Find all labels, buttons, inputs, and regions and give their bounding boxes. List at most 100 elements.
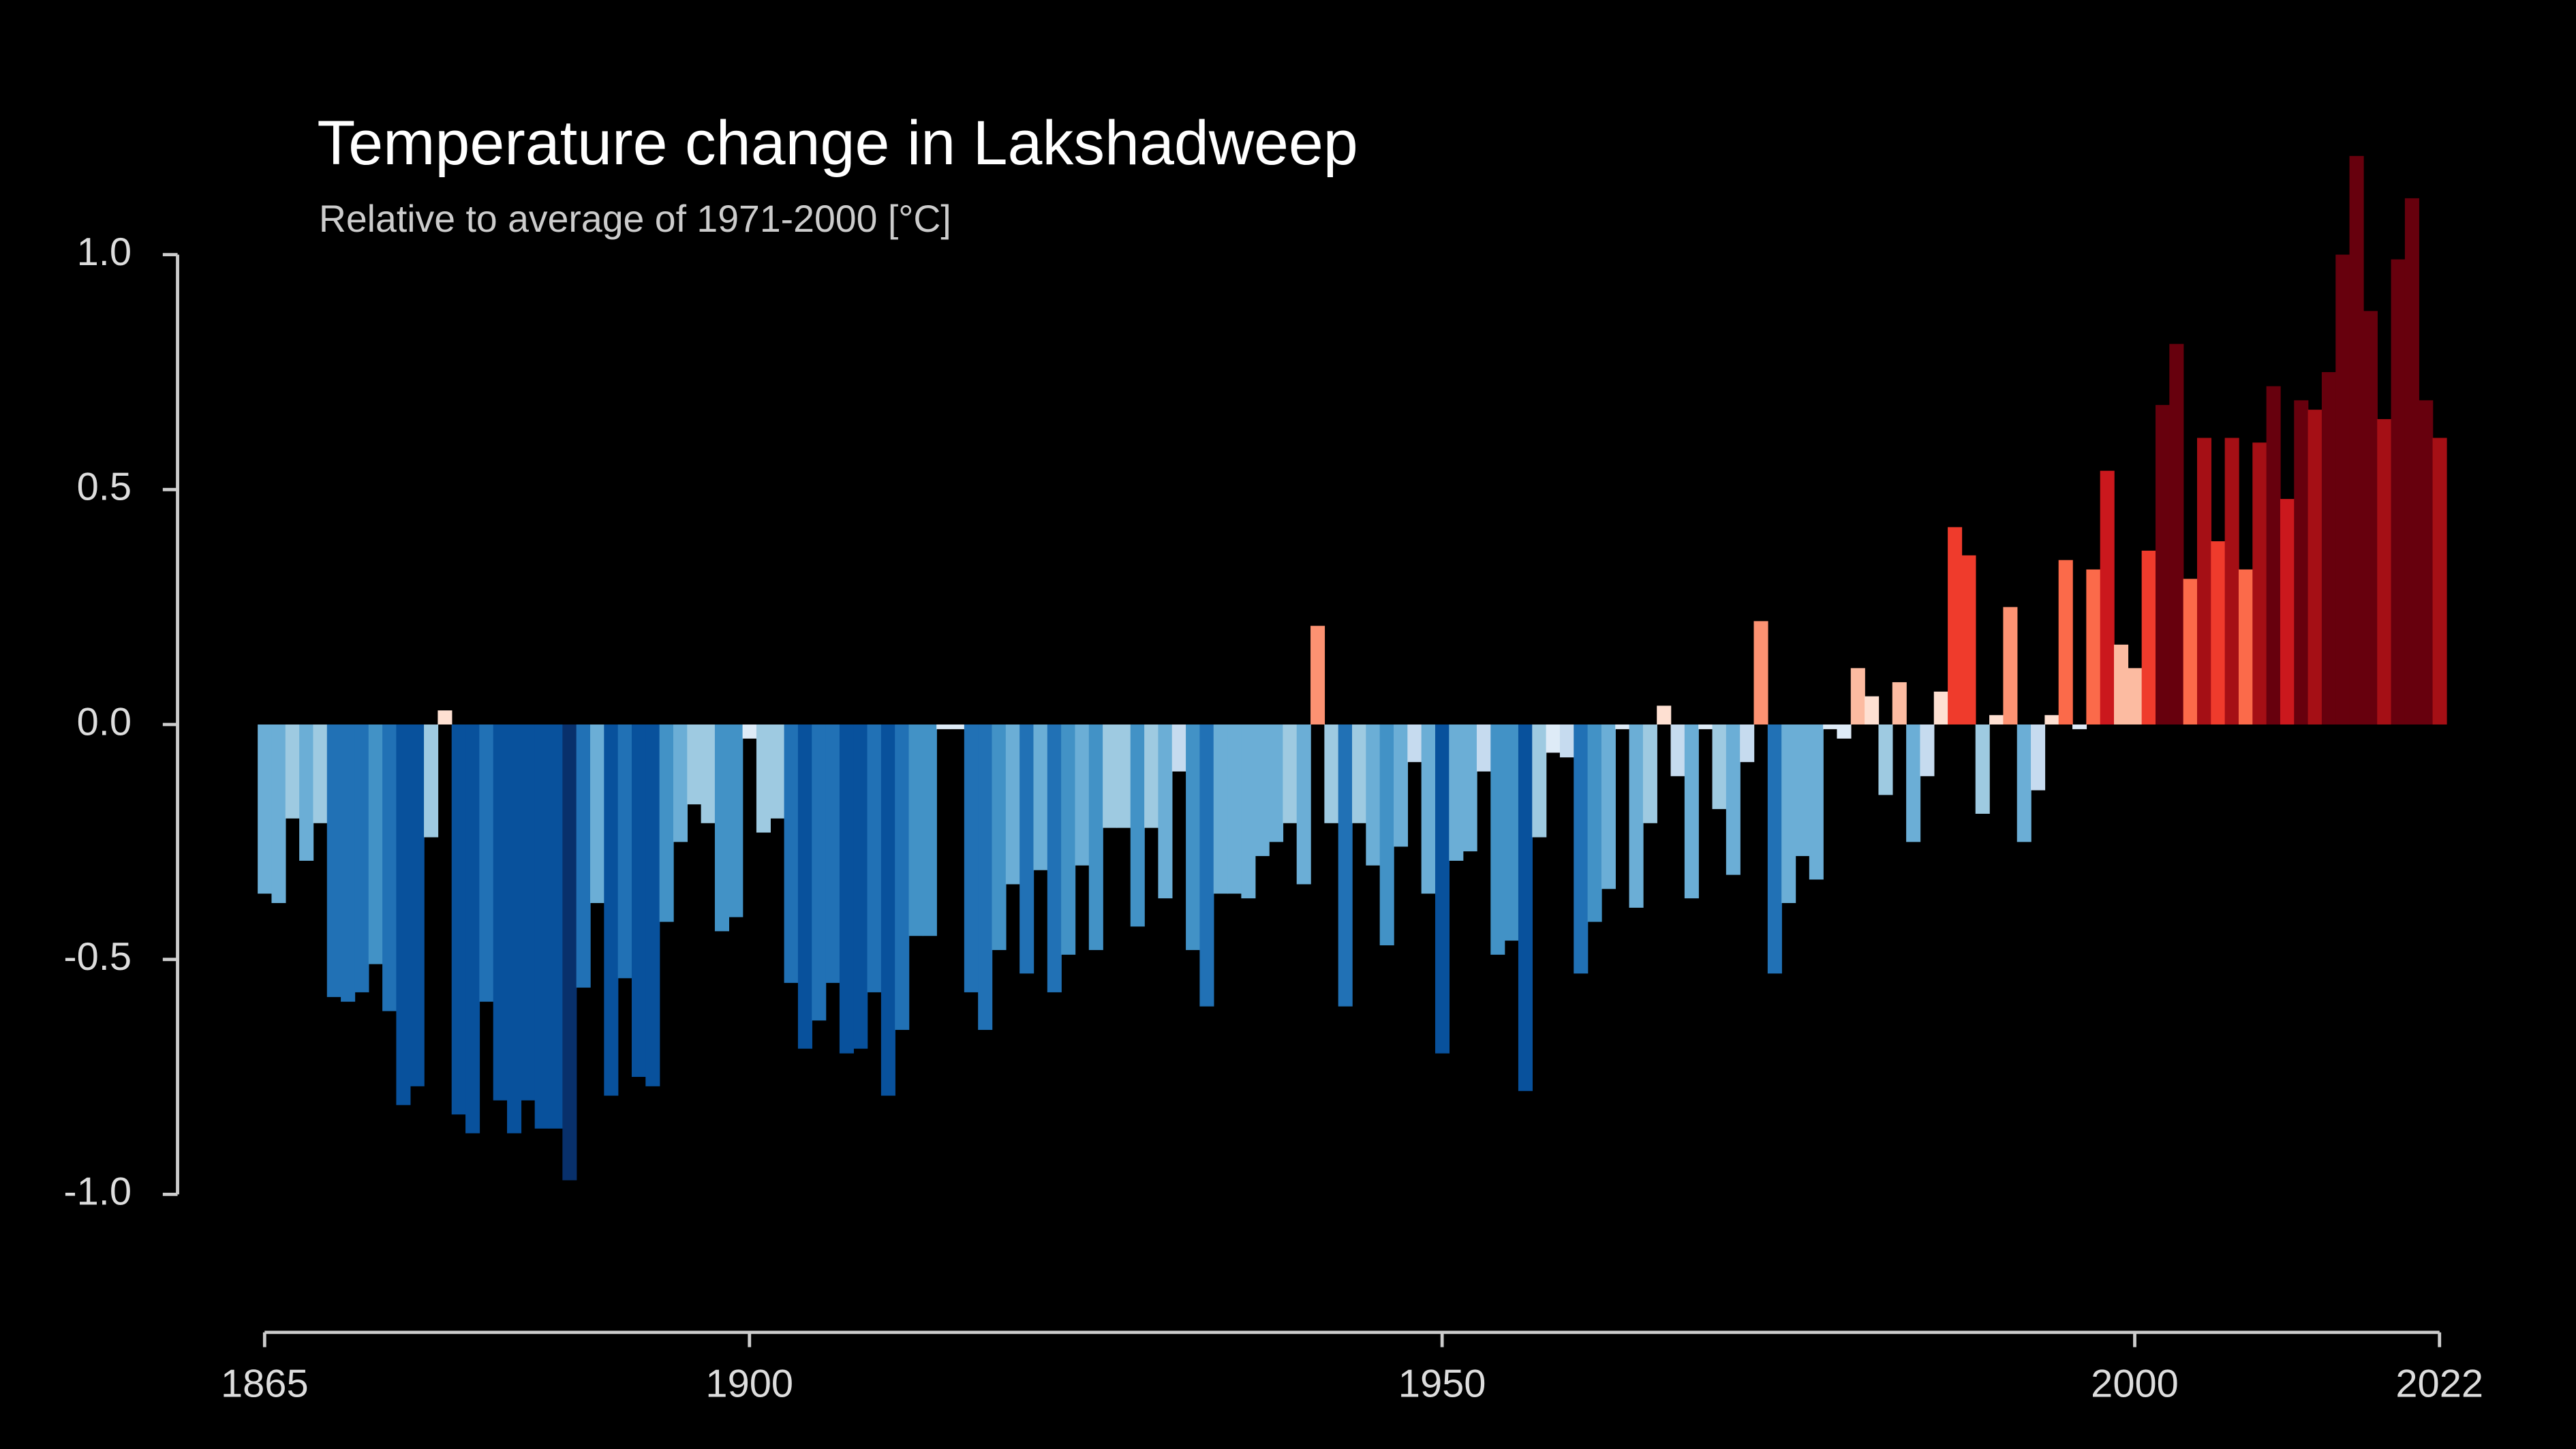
bar xyxy=(493,724,508,1101)
bar xyxy=(2432,438,2447,724)
bar xyxy=(1033,724,1048,870)
bar xyxy=(451,724,466,1115)
bar xyxy=(562,724,577,1180)
bar xyxy=(1615,724,1630,729)
bar xyxy=(2377,418,2392,724)
bar xyxy=(1587,724,1602,922)
bar xyxy=(604,724,619,1096)
bar xyxy=(701,724,716,823)
x-tick-label: 2000 xyxy=(2091,1362,2179,1406)
bar xyxy=(1518,724,1533,1091)
bar xyxy=(507,724,522,1133)
bar xyxy=(1933,691,1948,724)
bar xyxy=(2307,410,2322,724)
bar xyxy=(1684,724,1699,899)
bar xyxy=(2169,344,2184,724)
bar xyxy=(465,724,480,1133)
chart-title: Temperature change in Lakshadweep xyxy=(317,108,1358,178)
bar xyxy=(2155,405,2171,724)
bar xyxy=(853,724,868,1049)
bar xyxy=(2238,569,2254,724)
bar xyxy=(1920,724,1935,776)
bar xyxy=(1865,696,1880,724)
bar xyxy=(2100,470,2115,724)
bar xyxy=(2031,724,2046,791)
bar xyxy=(1241,724,1256,899)
bar xyxy=(2335,254,2350,724)
bar xyxy=(1559,724,1574,758)
bar xyxy=(839,724,854,1054)
bar xyxy=(2404,198,2419,724)
bar xyxy=(729,724,743,917)
bar xyxy=(368,724,383,964)
bar xyxy=(978,724,993,1031)
bar xyxy=(1642,724,1657,823)
bar xyxy=(1629,724,1644,908)
bar xyxy=(2419,400,2434,724)
bar xyxy=(1795,724,1810,857)
bar xyxy=(1601,724,1616,889)
bar xyxy=(1103,724,1118,828)
bar xyxy=(1310,626,1325,724)
bar xyxy=(867,724,882,992)
x-tick-label: 1865 xyxy=(221,1362,309,1406)
bar xyxy=(2141,550,2156,724)
bar xyxy=(1878,724,1893,795)
bar xyxy=(2114,644,2129,724)
bar xyxy=(258,724,273,894)
bar xyxy=(479,724,494,1002)
bar xyxy=(2196,438,2212,724)
x-tick-label: 1950 xyxy=(1398,1362,1486,1406)
bar xyxy=(2183,579,2198,724)
bar xyxy=(299,724,314,861)
bar xyxy=(285,724,300,819)
bar xyxy=(438,710,453,724)
bar xyxy=(1740,724,1755,763)
bar xyxy=(2349,155,2364,724)
bar xyxy=(1781,724,1796,903)
bar xyxy=(1670,724,1685,776)
bar xyxy=(354,724,369,992)
bar xyxy=(424,724,439,838)
bar xyxy=(950,724,965,729)
y-tick-label: 0.5 xyxy=(77,466,132,509)
bar xyxy=(1657,705,1672,724)
bar xyxy=(1698,724,1713,729)
bar xyxy=(880,724,895,1096)
y-tick-label: -1.0 xyxy=(63,1170,132,1214)
bar xyxy=(770,724,785,819)
bar xyxy=(1296,724,1311,885)
bar xyxy=(1767,724,1782,974)
bar xyxy=(895,724,910,1031)
bar xyxy=(2280,499,2295,724)
bar xyxy=(1186,724,1201,950)
bar xyxy=(2211,541,2226,724)
bar xyxy=(2128,668,2143,724)
y-tick-label: -0.5 xyxy=(63,935,132,979)
bar xyxy=(1144,724,1159,828)
bar xyxy=(1532,724,1547,838)
bar xyxy=(964,724,979,992)
bar xyxy=(1047,724,1062,992)
y-tick-label: 1.0 xyxy=(77,230,132,274)
chart-subtitle: Relative to average of 1971-2000 [°C] xyxy=(319,198,951,240)
bar xyxy=(341,724,356,1002)
bar xyxy=(1906,724,1921,842)
bar xyxy=(2224,438,2239,724)
bar xyxy=(410,724,425,1086)
bar xyxy=(1075,724,1090,866)
bar xyxy=(1462,724,1477,852)
bar xyxy=(1948,527,1963,724)
bar xyxy=(271,724,286,903)
bar xyxy=(2252,442,2267,724)
bar xyxy=(1366,724,1381,866)
bar xyxy=(1088,724,1103,950)
bar xyxy=(1476,724,1492,772)
bar xyxy=(1726,724,1741,875)
bar xyxy=(2321,371,2336,724)
bar xyxy=(1019,724,1034,974)
bar xyxy=(687,724,702,805)
bar xyxy=(1975,724,1990,814)
bar xyxy=(1490,724,1505,955)
bar xyxy=(1574,724,1589,974)
